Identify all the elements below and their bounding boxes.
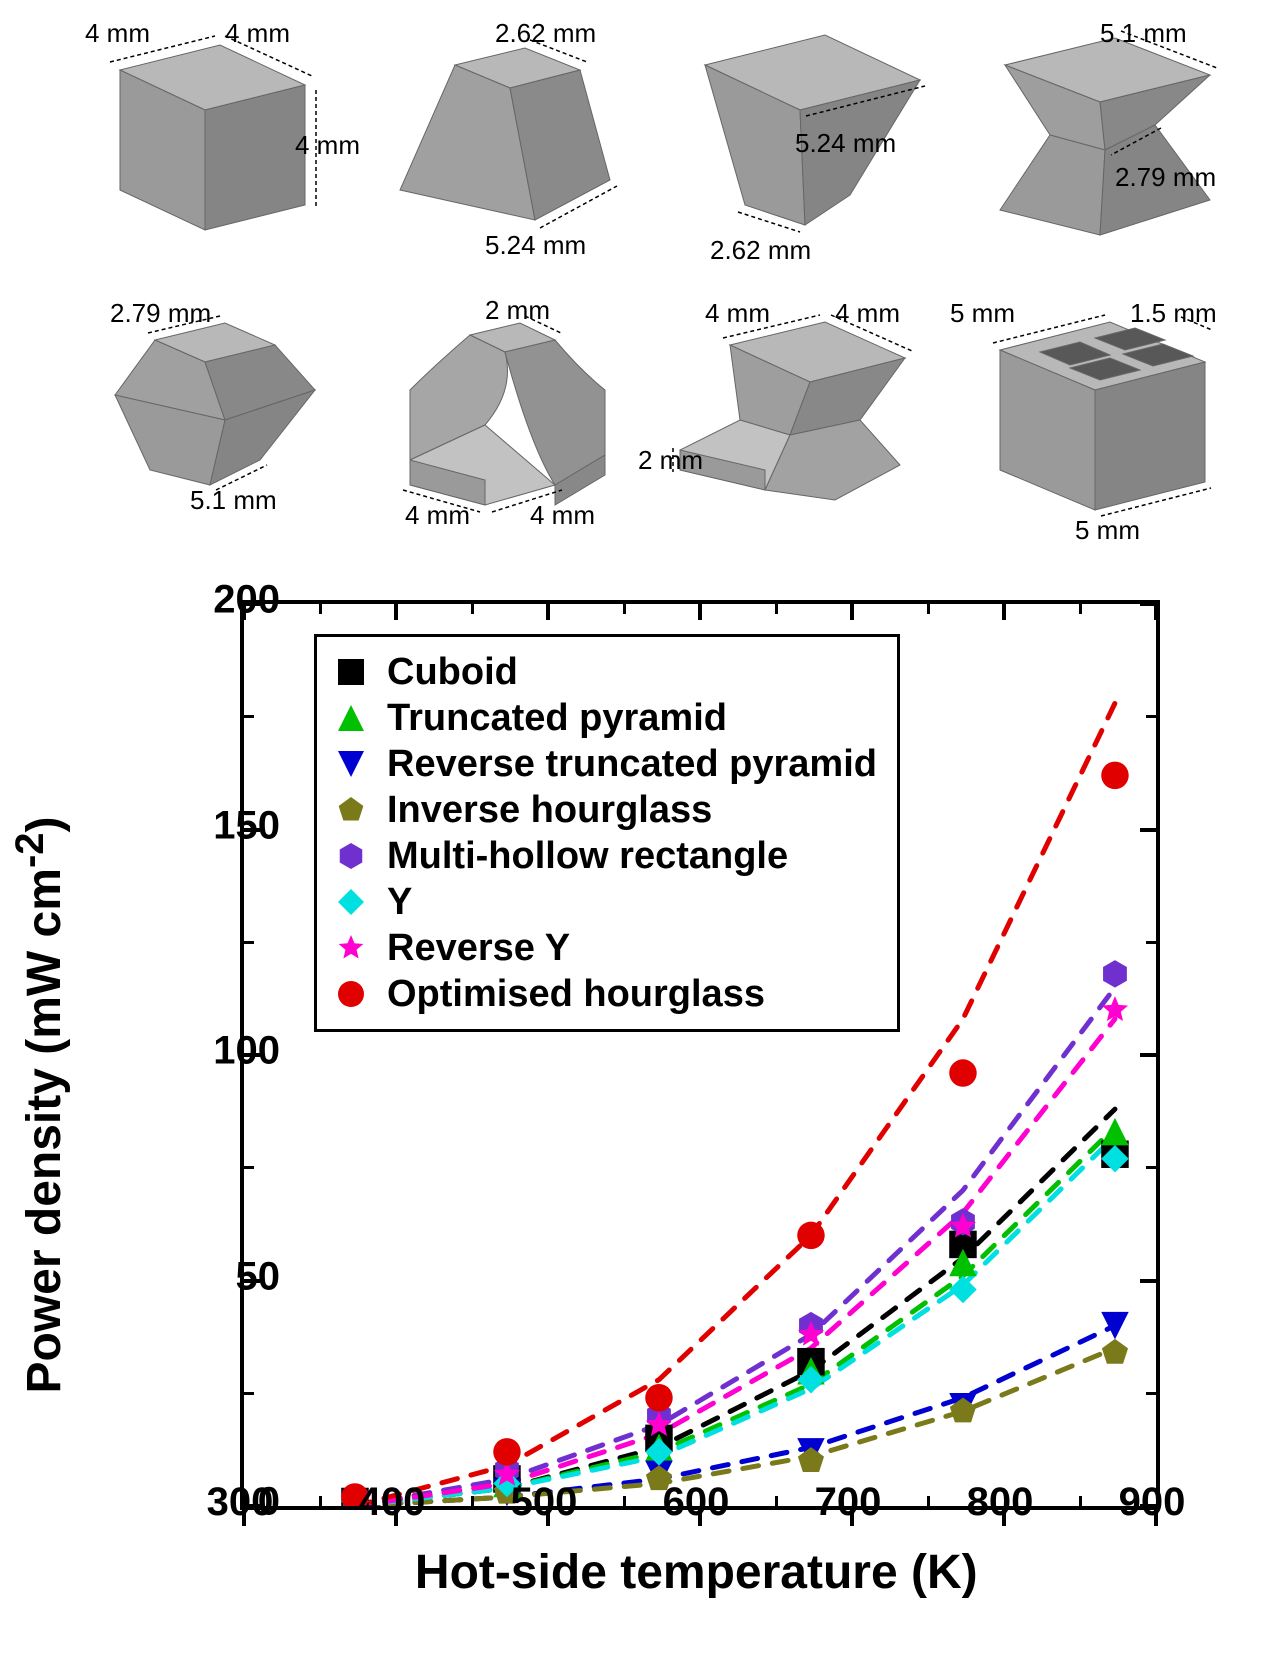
shape-truncated-pyramid: 2.62 mm 5.24 mm [355, 10, 635, 270]
legend-label: Cuboid [387, 651, 518, 694]
page-root: 4 mm 4 mm 4 mm 2.62 mm 5.24 mm [0, 0, 1280, 1669]
x-tick-label: 900 [1119, 1480, 1186, 1525]
x-tick-label: 700 [815, 1480, 882, 1525]
dim-label: 2.79 mm [1115, 162, 1216, 193]
shape-reverse-truncated-pyramid: 5.24 mm 2.62 mm [650, 10, 930, 270]
legend-row: Inverse hourglass [333, 787, 877, 833]
shape-y: 2 mm 4 mm 4 mm [355, 290, 635, 540]
dim-label: 4 mm [835, 298, 900, 329]
legend-row: Y [333, 879, 877, 925]
legend-row: Multi-hollow rectangle [333, 833, 877, 879]
dim-label: 2.79 mm [110, 298, 211, 329]
shape-cuboid: 4 mm 4 mm 4 mm [60, 10, 340, 270]
legend-label: Y [387, 881, 412, 924]
y-tick-label: 150 [160, 803, 280, 848]
dim-label: 1.5 mm [1130, 298, 1217, 329]
y-tick-label: 50 [160, 1254, 280, 1299]
legend-label: Reverse Y [387, 927, 570, 970]
legend-row: Optimised hourglass [333, 971, 877, 1017]
dim-label: 5.24 mm [795, 128, 896, 159]
dim-label: 4 mm [405, 500, 470, 531]
dim-label: 4 mm [85, 18, 150, 49]
legend-row: Cuboid [333, 649, 877, 695]
legend-label: Optimised hourglass [387, 973, 765, 1016]
dim-label: 4 mm [530, 500, 595, 531]
legend-row: Truncated pyramid [333, 695, 877, 741]
dim-label: 5.1 mm [1100, 18, 1187, 49]
legend-row: Reverse truncated pyramid [333, 741, 877, 787]
dim-label: 4 mm [225, 18, 290, 49]
x-axis-title: Hot-side temperature (K) [415, 1545, 978, 1600]
y-tick-label: 200 [160, 578, 280, 623]
shape-reverse-y: 4 mm 4 mm 2 mm [650, 290, 930, 540]
chart-area: Power density (mW cm-2) CuboidTruncated … [60, 560, 1220, 1650]
x-tick-label: 400 [359, 1480, 426, 1525]
legend-label: Inverse hourglass [387, 789, 712, 832]
shape-inverse-hourglass: 5.1 mm 2.79 mm [945, 10, 1225, 270]
dim-label: 5 mm [950, 298, 1015, 329]
dim-label: 2.62 mm [495, 18, 596, 49]
dim-label: 4 mm [295, 130, 360, 161]
shape-optimised-hourglass: 2.79 mm 5.1 mm [60, 290, 340, 540]
shapes-area: 4 mm 4 mm 4 mm 2.62 mm 5.24 mm [60, 10, 1220, 550]
legend-row: Reverse Y [333, 925, 877, 971]
dim-label: 2 mm [485, 295, 550, 326]
y-tick-label: 0 [160, 1480, 280, 1525]
dim-label: 2 mm [638, 445, 703, 476]
shape-multi-hollow: 5 mm 1.5 mm 5 mm [945, 290, 1225, 540]
dim-label: 5.24 mm [485, 230, 586, 261]
dim-label: 4 mm [705, 298, 770, 329]
x-tick-label: 600 [663, 1480, 730, 1525]
dim-label: 2.62 mm [710, 235, 811, 266]
legend: CuboidTruncated pyramidReverse truncated… [314, 634, 900, 1032]
legend-label: Multi-hollow rectangle [387, 835, 788, 878]
y-axis-title: Power density (mW cm-2) [8, 816, 72, 1393]
dim-label: 5.1 mm [190, 485, 277, 516]
plot-frame: CuboidTruncated pyramidReverse truncated… [240, 600, 1160, 1510]
legend-label: Truncated pyramid [387, 697, 727, 740]
x-tick-label: 500 [511, 1480, 578, 1525]
legend-label: Reverse truncated pyramid [387, 743, 877, 786]
dim-label: 5 mm [1075, 515, 1140, 546]
y-tick-label: 100 [160, 1029, 280, 1074]
x-tick-label: 800 [967, 1480, 1034, 1525]
